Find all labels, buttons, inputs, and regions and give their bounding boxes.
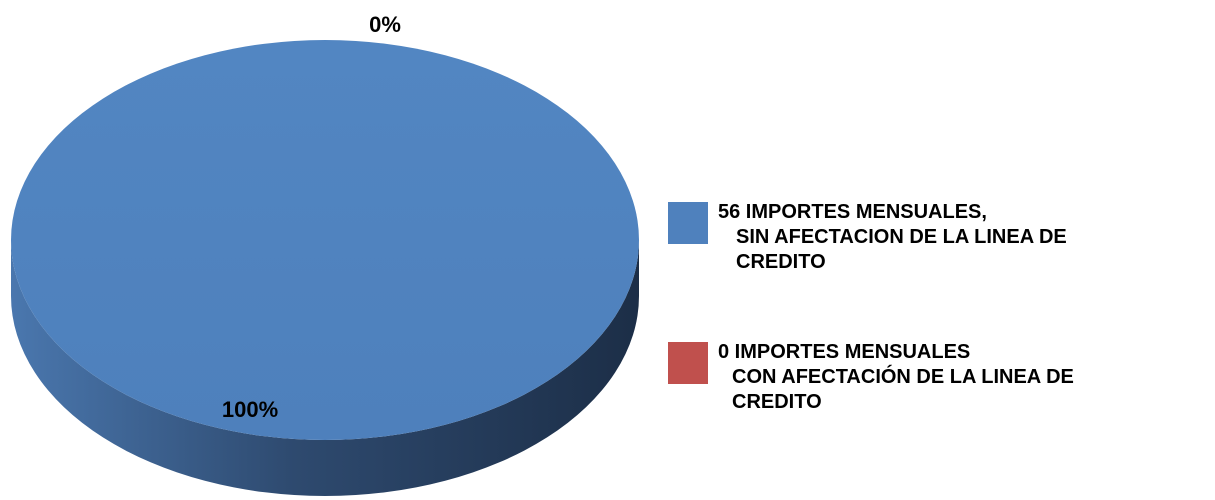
pie-slice-0 <box>11 40 639 440</box>
legend: 56 IMPORTES MENSUALES, SIN AFECTACION DE… <box>664 200 1209 415</box>
pie-side-depth <box>11 240 639 496</box>
legend-item-con-afectacion: 0 IMPORTES MENSUALES CON AFECTACIÓN DE L… <box>664 340 1209 415</box>
legend-swatch-red <box>668 342 708 384</box>
legend-line: 0 IMPORTES MENSUALES <box>718 341 971 363</box>
legend-line: CREDITO <box>736 251 826 273</box>
slice-label-0-percent: 0% <box>369 12 401 37</box>
legend-line: SIN AFECTACION DE LA LINEA DE <box>736 226 1067 248</box>
legend-line: 56 IMPORTES MENSUALES, <box>718 201 987 223</box>
slice-label-100-percent: 100% <box>222 397 278 422</box>
legend-line: CON AFECTACIÓN DE LA LINEA DE <box>732 366 1074 388</box>
legend-line: CREDITO <box>732 391 822 413</box>
legend-swatch-blue <box>668 202 708 244</box>
legend-item-sin-afectacion: 56 IMPORTES MENSUALES, SIN AFECTACION DE… <box>664 200 1209 275</box>
pie-slices <box>11 40 639 496</box>
